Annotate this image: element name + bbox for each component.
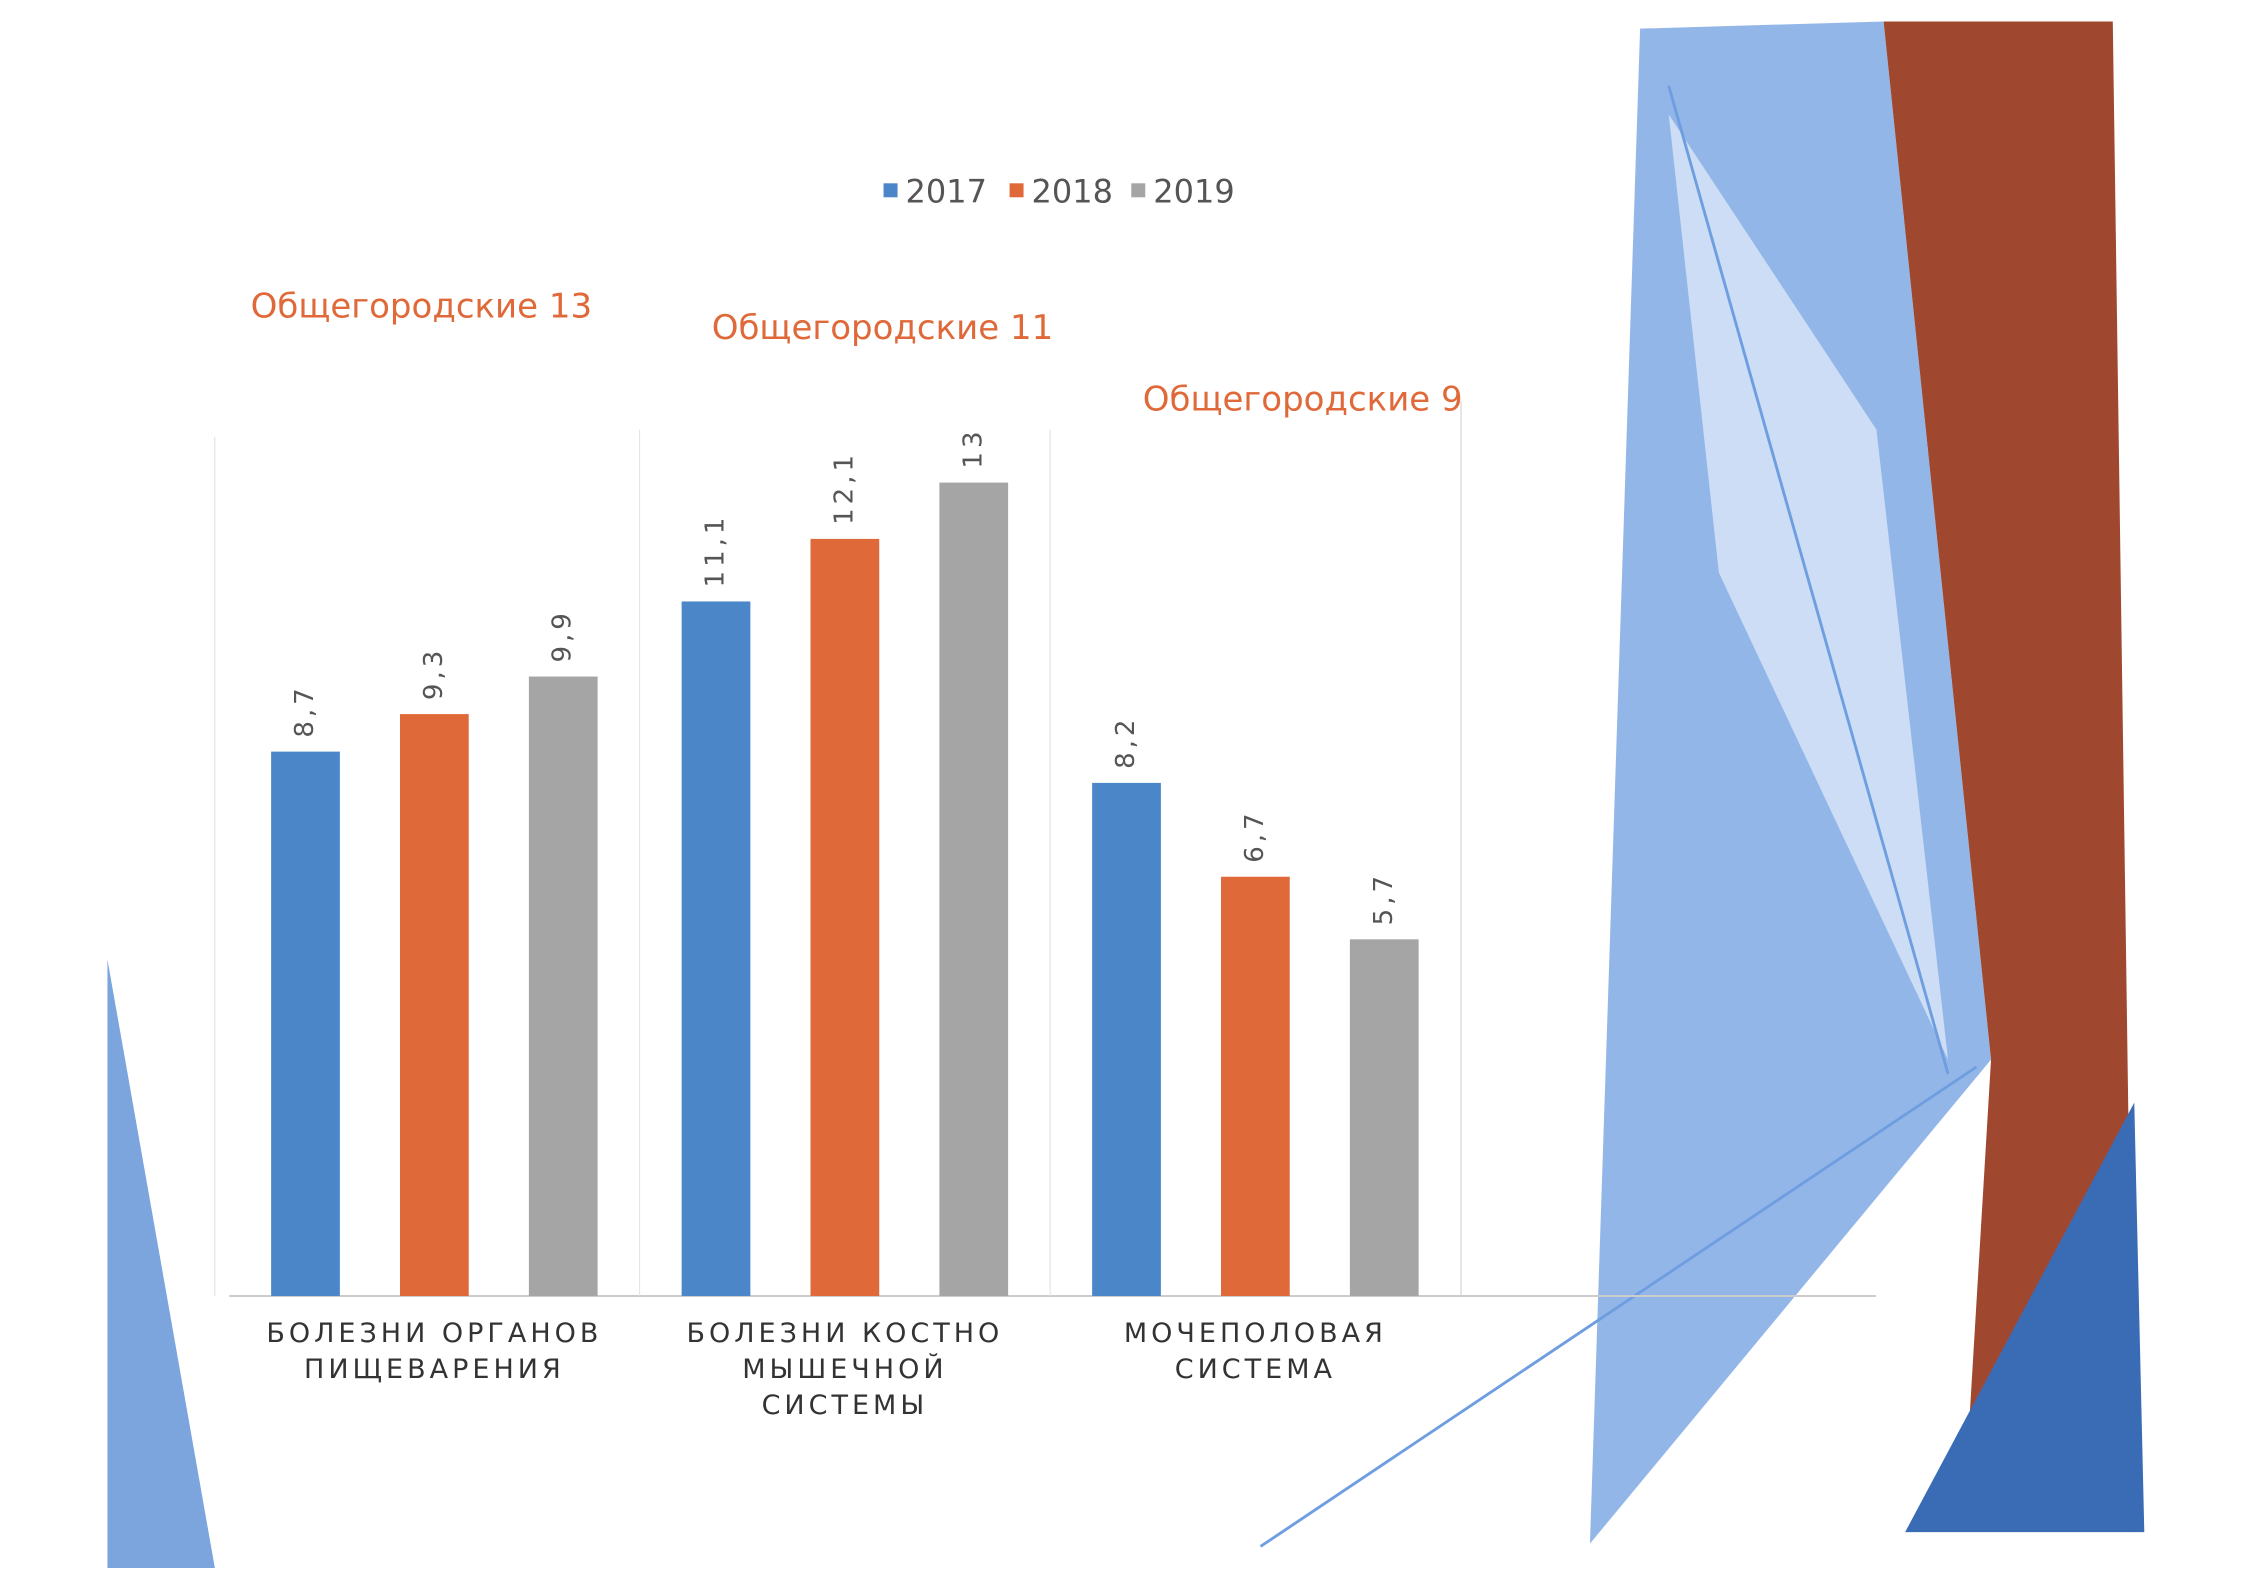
data-label: 9,3: [419, 647, 449, 700]
data-label: 8,2: [1111, 716, 1141, 769]
bar: [271, 751, 340, 1296]
data-label: 11,1: [701, 514, 731, 588]
legend-label: 2017: [906, 172, 987, 210]
bar: [1092, 782, 1161, 1296]
bar: [1349, 939, 1419, 1296]
bar: [528, 676, 598, 1296]
legend-label: 2018: [1032, 172, 1113, 210]
bar: [681, 601, 751, 1296]
legend-swatch: [883, 183, 898, 198]
annotation: Общегородские 9: [1143, 379, 1463, 419]
data-label: 6,7: [1240, 809, 1270, 862]
data-label: 12,1: [829, 451, 859, 525]
bar: [1221, 876, 1290, 1296]
brown-shape: [1883, 21, 2135, 1533]
bar: [939, 482, 1009, 1296]
data-label: 9,9: [548, 609, 578, 662]
legend-swatch: [1131, 183, 1146, 198]
dark-blue-shape: [1905, 1102, 2145, 1533]
bar: [810, 538, 880, 1296]
x-tick-label: БОЛЕЗНИ ОРГАНОВ ПИЩЕВАРЕНИЯ: [266, 1317, 603, 1385]
x-tick-label: БОЛЕЗНИ КОСТНО МЫШЕЧНОЙ СИСТЕМЫ: [686, 1317, 1004, 1421]
data-label: 13: [958, 427, 988, 468]
deco-line: [1259, 1065, 1978, 1548]
data-label: 8,7: [290, 684, 320, 737]
x-tick-label: МОЧЕПОЛОВАЯ СИСТЕМА: [1123, 1317, 1387, 1385]
annotation: Общегородские 11: [712, 308, 1054, 348]
deco-line: [1667, 85, 1950, 1075]
blue-shape: [1589, 21, 1992, 1544]
legend-label: 2019: [1153, 172, 1234, 210]
bar: [400, 714, 469, 1296]
annotation: Общегородские 13: [251, 286, 593, 326]
legend-swatch: [1009, 183, 1024, 198]
data-label: 5,7: [1369, 872, 1399, 925]
